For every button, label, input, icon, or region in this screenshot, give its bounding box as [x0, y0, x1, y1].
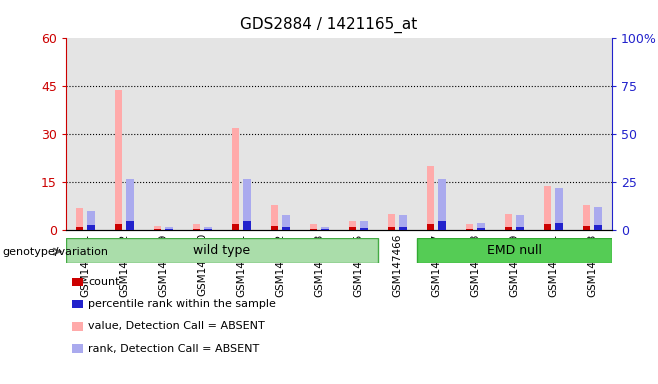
Bar: [232, 128, 240, 230]
Text: percentile rank within the sample: percentile rank within the sample: [88, 299, 276, 309]
Bar: [204, 227, 212, 230]
Bar: [361, 221, 368, 230]
Bar: [310, 224, 317, 230]
Bar: [76, 208, 84, 230]
Bar: [505, 214, 513, 230]
Bar: [232, 224, 240, 230]
Bar: [193, 229, 201, 230]
Bar: [349, 221, 357, 230]
Bar: [517, 215, 524, 230]
Bar: [126, 179, 134, 230]
Bar: [426, 166, 434, 230]
Bar: [144, 38, 183, 230]
Bar: [573, 38, 612, 230]
Bar: [270, 225, 278, 230]
Bar: [76, 227, 84, 230]
Bar: [183, 38, 222, 230]
Bar: [495, 38, 534, 230]
Bar: [477, 228, 485, 230]
Text: rank, Detection Call = ABSENT: rank, Detection Call = ABSENT: [88, 344, 259, 354]
Bar: [321, 227, 329, 230]
Bar: [361, 227, 368, 230]
Bar: [193, 224, 201, 230]
Bar: [310, 229, 317, 230]
Bar: [583, 205, 590, 230]
Bar: [114, 224, 122, 230]
Bar: [378, 38, 417, 230]
Bar: [243, 179, 251, 230]
Bar: [438, 221, 446, 230]
Bar: [417, 238, 612, 263]
Bar: [66, 38, 105, 230]
Bar: [349, 227, 357, 230]
Bar: [270, 205, 278, 230]
Text: wild type: wild type: [193, 244, 251, 257]
Bar: [517, 227, 524, 230]
Bar: [426, 224, 434, 230]
Bar: [399, 227, 407, 230]
Text: value, Detection Call = ABSENT: value, Detection Call = ABSENT: [88, 321, 265, 331]
Bar: [399, 215, 407, 230]
Bar: [438, 179, 446, 230]
Bar: [594, 225, 602, 230]
Bar: [204, 229, 212, 230]
Bar: [165, 227, 173, 230]
Bar: [222, 38, 261, 230]
Bar: [114, 89, 122, 230]
Bar: [321, 229, 329, 230]
Bar: [594, 207, 602, 230]
Bar: [388, 214, 395, 230]
Bar: [505, 227, 513, 230]
Bar: [477, 223, 485, 230]
Text: GDS2884 / 1421165_at: GDS2884 / 1421165_at: [240, 17, 418, 33]
Bar: [555, 223, 563, 230]
Bar: [243, 221, 251, 230]
Bar: [88, 225, 95, 230]
Bar: [466, 224, 474, 230]
Text: EMD null: EMD null: [487, 244, 542, 257]
Text: count: count: [88, 277, 120, 287]
Bar: [165, 229, 173, 230]
Bar: [126, 221, 134, 230]
Bar: [456, 38, 495, 230]
Bar: [300, 38, 339, 230]
Bar: [544, 224, 551, 230]
Bar: [261, 38, 300, 230]
Bar: [555, 188, 563, 230]
Bar: [534, 38, 573, 230]
Bar: [388, 227, 395, 230]
Text: genotype/variation: genotype/variation: [3, 247, 109, 257]
Bar: [282, 227, 290, 230]
Bar: [583, 225, 590, 230]
Bar: [153, 225, 161, 230]
Bar: [466, 229, 474, 230]
Bar: [282, 215, 290, 230]
Bar: [88, 211, 95, 230]
Bar: [339, 38, 378, 230]
Bar: [66, 238, 378, 263]
Bar: [105, 38, 144, 230]
Bar: [153, 229, 161, 230]
Bar: [544, 185, 551, 230]
Bar: [417, 38, 456, 230]
